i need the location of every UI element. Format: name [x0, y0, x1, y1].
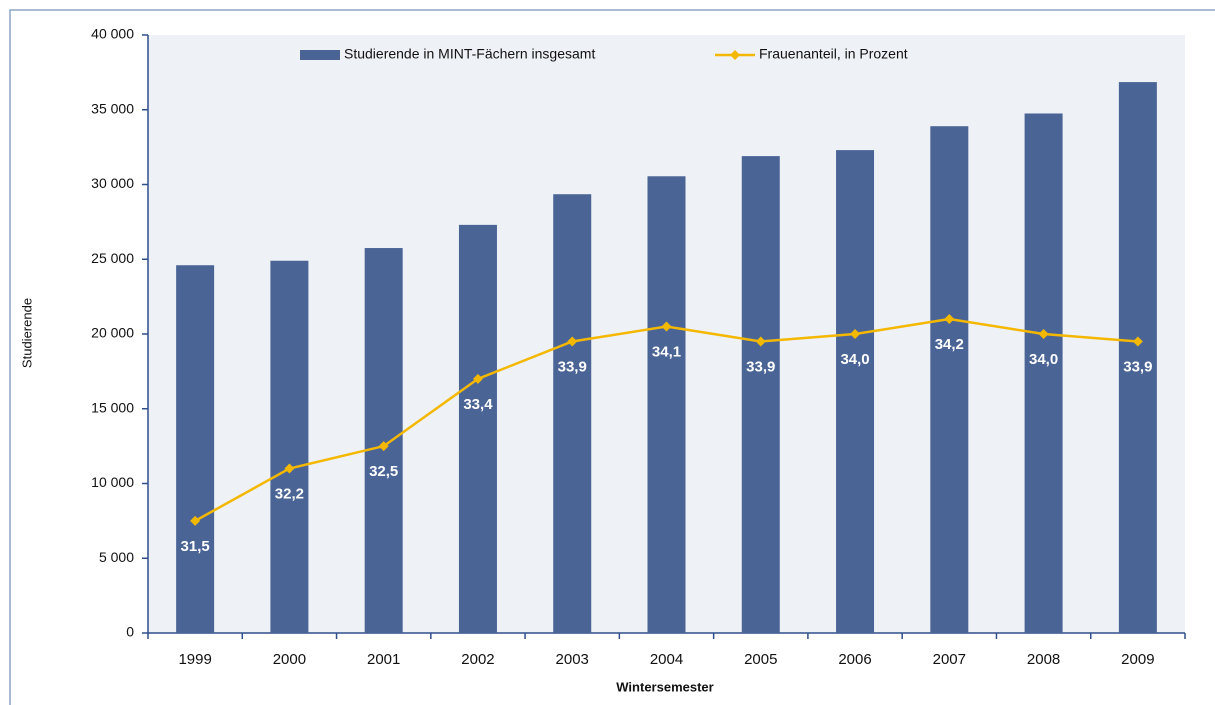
bar — [930, 126, 969, 633]
line-marker — [944, 314, 955, 325]
y-tick-label: 30 000 — [91, 175, 134, 191]
x-tick-label: 2002 — [461, 651, 494, 668]
y-tick-label: 20 000 — [91, 325, 134, 341]
y-tick-label: 10 000 — [91, 474, 134, 490]
x-axis-title: Wintersemester — [616, 679, 713, 694]
line-marker — [1038, 329, 1049, 339]
bar — [553, 194, 592, 633]
line-marker — [284, 463, 295, 474]
data-label: 33,9 — [746, 358, 775, 375]
x-tick-label: 2008 — [1027, 651, 1060, 668]
data-label: 31,5 — [181, 538, 210, 555]
y-tick-label: 35 000 — [91, 100, 134, 116]
line-marker — [755, 336, 766, 347]
x-tick-label: 2000 — [273, 651, 306, 668]
bar — [647, 176, 686, 633]
legend-label: Studierende in MINT-Fächern insgesamt — [344, 46, 595, 62]
x-tick-label: 2007 — [933, 651, 966, 668]
data-label: 32,5 — [369, 463, 398, 480]
line-marker — [378, 441, 389, 452]
y-tick-label: 25 000 — [91, 250, 134, 266]
x-tick-label: 2001 — [367, 651, 400, 668]
bar — [1118, 82, 1157, 633]
y-axis-title: Studierende — [19, 298, 34, 368]
x-tick-label: 2004 — [650, 651, 683, 668]
data-label: 34,0 — [1029, 351, 1058, 368]
data-label: 34,2 — [935, 336, 964, 353]
x-tick-label: 1999 — [178, 651, 211, 668]
y-tick-label: 5 000 — [99, 549, 134, 565]
bar — [741, 156, 780, 633]
data-label: 33,9 — [1123, 358, 1152, 375]
line-marker — [472, 373, 483, 384]
data-label: 32,2 — [275, 486, 304, 503]
line-marker — [850, 329, 861, 339]
bar — [270, 260, 309, 633]
bar — [364, 248, 403, 633]
bar — [1024, 113, 1063, 634]
line-marker — [567, 336, 578, 347]
bar — [176, 265, 215, 633]
line-marker — [661, 321, 672, 332]
data-label: 34,1 — [652, 343, 681, 360]
y-tick-label: 0 — [126, 624, 134, 640]
data-label: 33,9 — [558, 358, 587, 375]
x-tick-label: 2003 — [556, 651, 589, 668]
data-label: 34,0 — [840, 351, 869, 368]
y-tick-label: 15 000 — [91, 399, 134, 415]
legend-marker — [730, 50, 740, 60]
bar — [458, 224, 497, 634]
x-tick-label: 2006 — [838, 651, 871, 668]
x-tick-label: 2005 — [744, 651, 777, 668]
legend-swatch — [300, 50, 340, 60]
legend-label: Frauenanteil, in Prozent — [759, 46, 908, 62]
line-marker — [1132, 336, 1143, 347]
x-tick-label: 2009 — [1121, 651, 1154, 668]
frame — [9, 9, 1215, 705]
line-marker — [190, 515, 201, 526]
y-tick-label: 40 000 — [91, 26, 134, 42]
data-label: 33,4 — [463, 396, 493, 413]
bar — [836, 150, 875, 634]
